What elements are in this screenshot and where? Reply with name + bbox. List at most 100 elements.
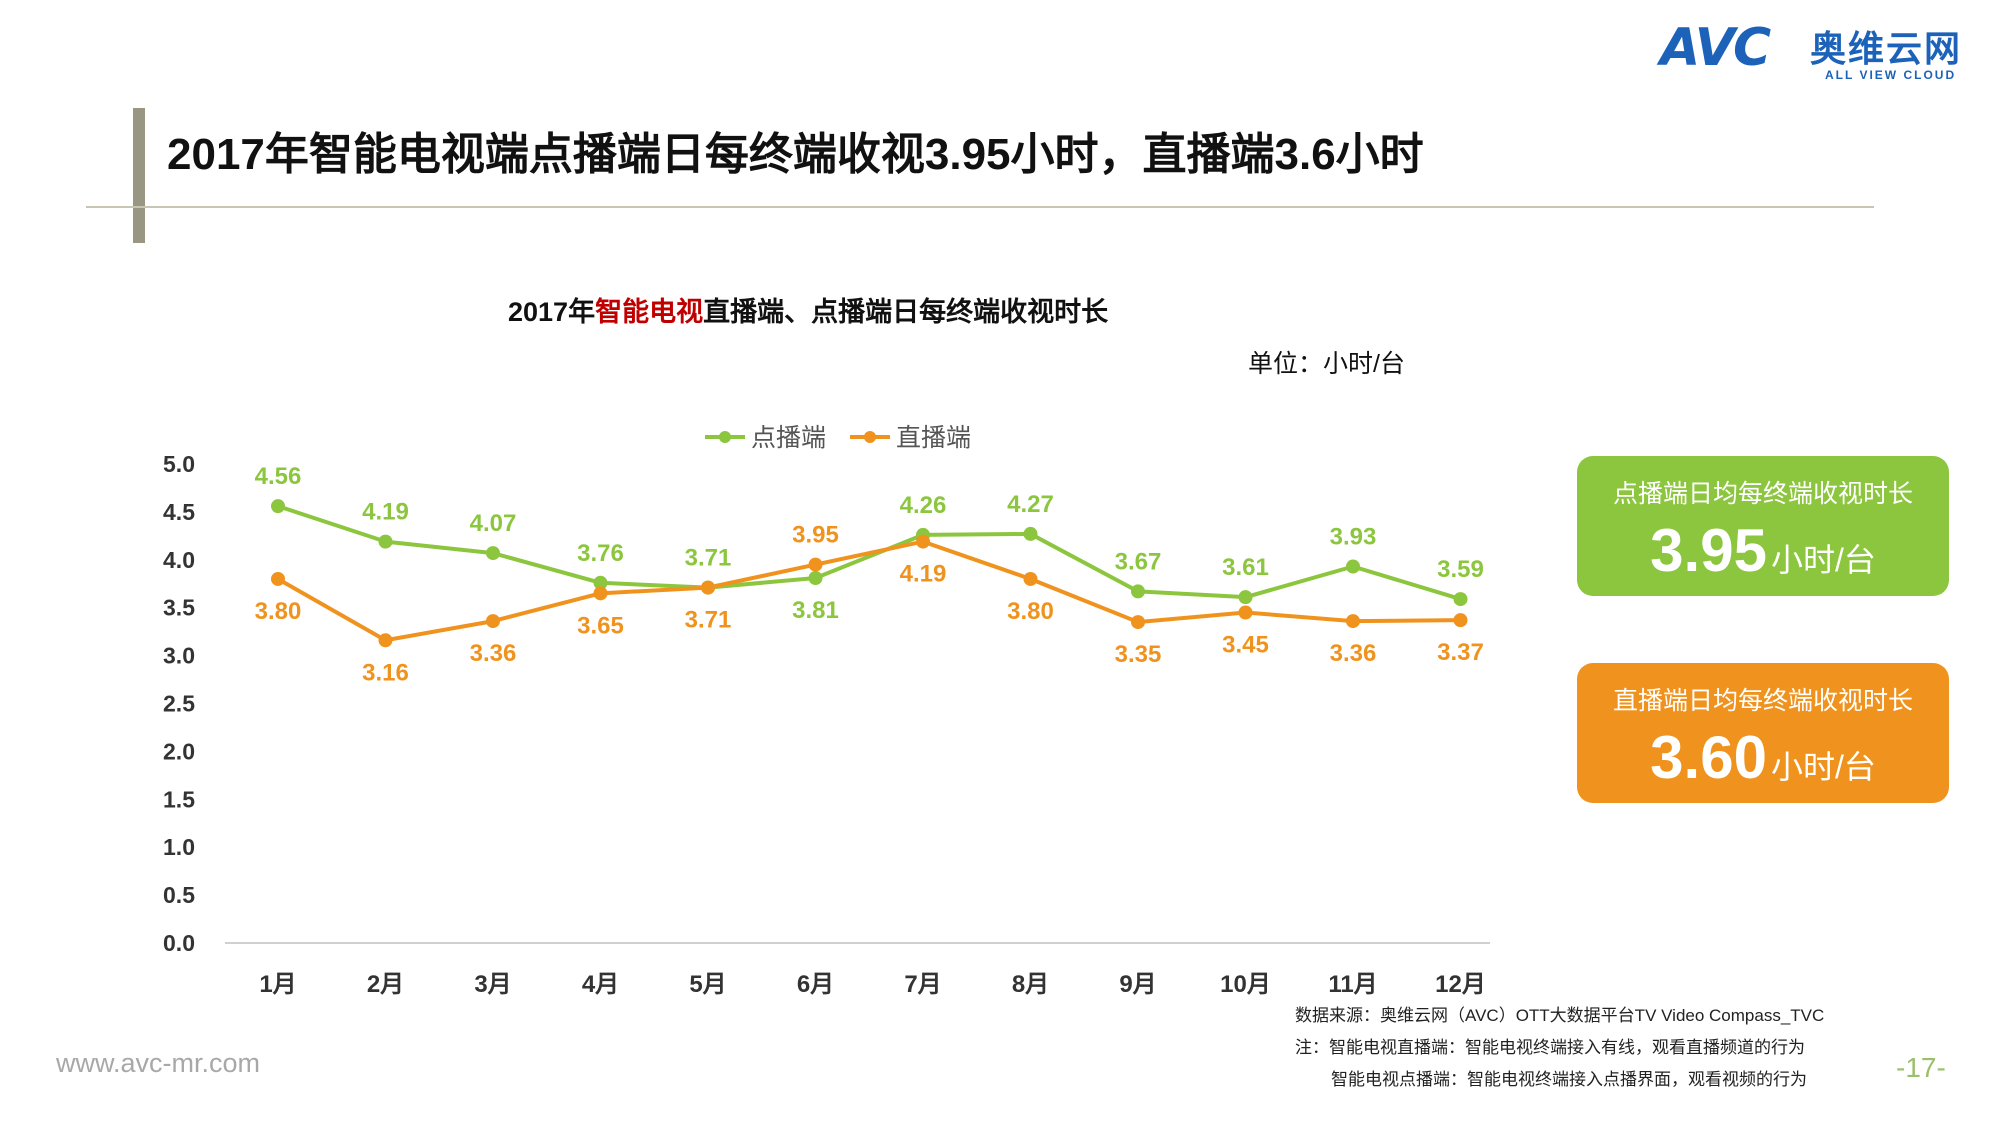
note-source: 数据来源：奥维云网（AVC）OTT大数据平台TV Video Compass_T… (1295, 1006, 1825, 1025)
live-data-label: 3.80 (1007, 598, 1054, 625)
live-card-unit: 小时/台 (1770, 749, 1876, 785)
vod-data-label: 4.26 (900, 492, 947, 519)
vod-data-label: 4.56 (255, 463, 302, 490)
vod-card-value: 3.95 (1650, 517, 1767, 584)
x-tick-label: 6月 (797, 971, 834, 998)
vod-data-label: 4.19 (362, 499, 409, 526)
live-data-label: 3.45 (1222, 631, 1269, 658)
vod-data-point (1023, 526, 1038, 541)
live-data-point (701, 580, 715, 595)
vod-data-label: 3.59 (1437, 556, 1484, 583)
x-tick-label: 5月 (689, 971, 726, 998)
chart-title-suffix: 直播端、点播端日每终端收视时长 (703, 297, 1109, 327)
live-data-label: 3.37 (1437, 639, 1484, 666)
footer-website: www.avc-mr.com (56, 1048, 261, 1078)
y-tick-label: 1.5 (163, 786, 195, 812)
live-data-label: 3.95 (792, 522, 839, 549)
page-number: -17- (1896, 1052, 1946, 1083)
vod-series-line (277, 504, 1462, 601)
vod-data-label: 3.67 (1115, 548, 1162, 575)
x-tick-label: 8月 (1012, 971, 1049, 998)
title-divider (86, 206, 1874, 208)
vod-summary-card: 点播端日均每终端收视时长 3.95 小时/台 (1577, 456, 1949, 596)
live-data-point (916, 534, 930, 549)
vod-data-label: 3.93 (1330, 524, 1377, 551)
legend-live-label: 直播端 (896, 424, 971, 452)
title-accent-bar (133, 108, 145, 243)
vod-data-point (808, 571, 823, 586)
live-data-point (808, 557, 823, 572)
live-data-label: 3.36 (1330, 640, 1377, 667)
y-tick-label: 2.5 (163, 691, 195, 717)
x-tick-label: 4月 (582, 971, 619, 998)
x-tick-label: 3月 (474, 971, 511, 998)
live-data-label: 3.35 (1115, 641, 1162, 668)
note-live-def: 注：智能电视直播端：智能电视终端接入有线，观看直播频道的行为 (1295, 1038, 1805, 1057)
live-card-value: 3.60 (1650, 724, 1767, 791)
vod-data-point (1346, 559, 1360, 574)
vod-data-point (486, 546, 500, 561)
legend-vod-label: 点播端 (751, 424, 826, 452)
y-tick-label: 1.0 (163, 834, 195, 860)
live-summary-card: 直播端日均每终端收视时长 3.60 小时/台 (1577, 663, 1949, 803)
source-notes: 数据来源：奥维云网（AVC）OTT大数据平台TV Video Compass_T… (1295, 1000, 1824, 1096)
vod-data-point (1453, 592, 1468, 607)
legend-vod-marker (719, 431, 731, 443)
x-tick-label: 10月 (1220, 971, 1271, 998)
chart-title: 2017年智能电视直播端、点播端日每终端收视时长 (508, 290, 1108, 329)
vod-data-point (1238, 590, 1253, 605)
y-tick-label: 5.0 (163, 451, 195, 477)
live-data-label: 3.80 (255, 598, 302, 625)
live-data-point (1131, 615, 1145, 630)
y-tick-label: 0.5 (163, 882, 195, 908)
live-data-point (271, 571, 285, 586)
x-tick-label: 1月 (259, 971, 296, 998)
logo-wordmark: AVC (1660, 18, 1771, 78)
live-data-point (378, 633, 393, 648)
vod-data-label: 4.27 (1007, 491, 1054, 518)
chart-title-highlight: 智能电视 (595, 297, 704, 327)
avc-logo: AVC 奥维云网 ALL VIEW CLOUD (1660, 18, 1980, 82)
vod-data-point (593, 575, 608, 590)
y-tick-label: 3.5 (163, 595, 195, 621)
live-card-label: 直播端日均每终端收视时长 (1612, 687, 1913, 715)
vod-card-unit: 小时/台 (1770, 542, 1876, 578)
vod-data-label: 3.71 (685, 545, 732, 572)
note-vod-def: 智能电视点播端：智能电视终端接入点播界面，观看视频的行为 (1331, 1070, 1807, 1089)
vod-data-point (271, 499, 285, 514)
live-data-point (1023, 571, 1038, 586)
x-tick-label: 12月 (1435, 971, 1486, 998)
legend-live-marker (864, 431, 876, 443)
live-data-label: 3.36 (470, 640, 517, 667)
y-tick-label: 2.0 (163, 738, 195, 764)
y-tick-label: 4.5 (163, 499, 195, 525)
live-data-label: 4.19 (900, 561, 947, 588)
x-tick-label: 11月 (1328, 971, 1377, 998)
vod-data-label: 4.07 (470, 510, 517, 537)
vod-data-label: 3.81 (792, 597, 839, 624)
live-series-line (277, 539, 1461, 643)
live-data-label: 3.65 (577, 612, 624, 639)
live-data-point (1238, 605, 1253, 620)
chart-title-prefix: 2017年 (508, 297, 596, 327)
page-title: 2017年智能电视端点播端日每终端收视3.95小时，直播端3.6小时 (167, 130, 1424, 179)
vod-data-point (378, 534, 393, 549)
x-tick-label: 7月 (904, 971, 941, 998)
logo-cn: 奥维云网 (1810, 28, 1963, 69)
live-data-label: 3.71 (685, 607, 732, 634)
live-data-point (1346, 614, 1360, 629)
unit-label: 单位：小时/台 (1248, 350, 1405, 378)
y-tick-label: 4.0 (163, 547, 195, 573)
y-tick-label: 0.0 (163, 930, 195, 956)
live-data-point (1453, 613, 1468, 628)
vod-data-label: 3.76 (577, 540, 624, 567)
live-data-point (593, 586, 608, 601)
vod-card-label: 点播端日均每终端收视时长 (1612, 480, 1913, 508)
x-tick-label: 2月 (367, 971, 404, 998)
y-tick-label: 3.0 (163, 643, 195, 669)
vod-data-label: 3.61 (1222, 554, 1269, 581)
vod-data-point (1131, 584, 1145, 599)
logo-en: ALL VIEW CLOUD (1825, 68, 1957, 82)
live-data-point (486, 614, 500, 629)
